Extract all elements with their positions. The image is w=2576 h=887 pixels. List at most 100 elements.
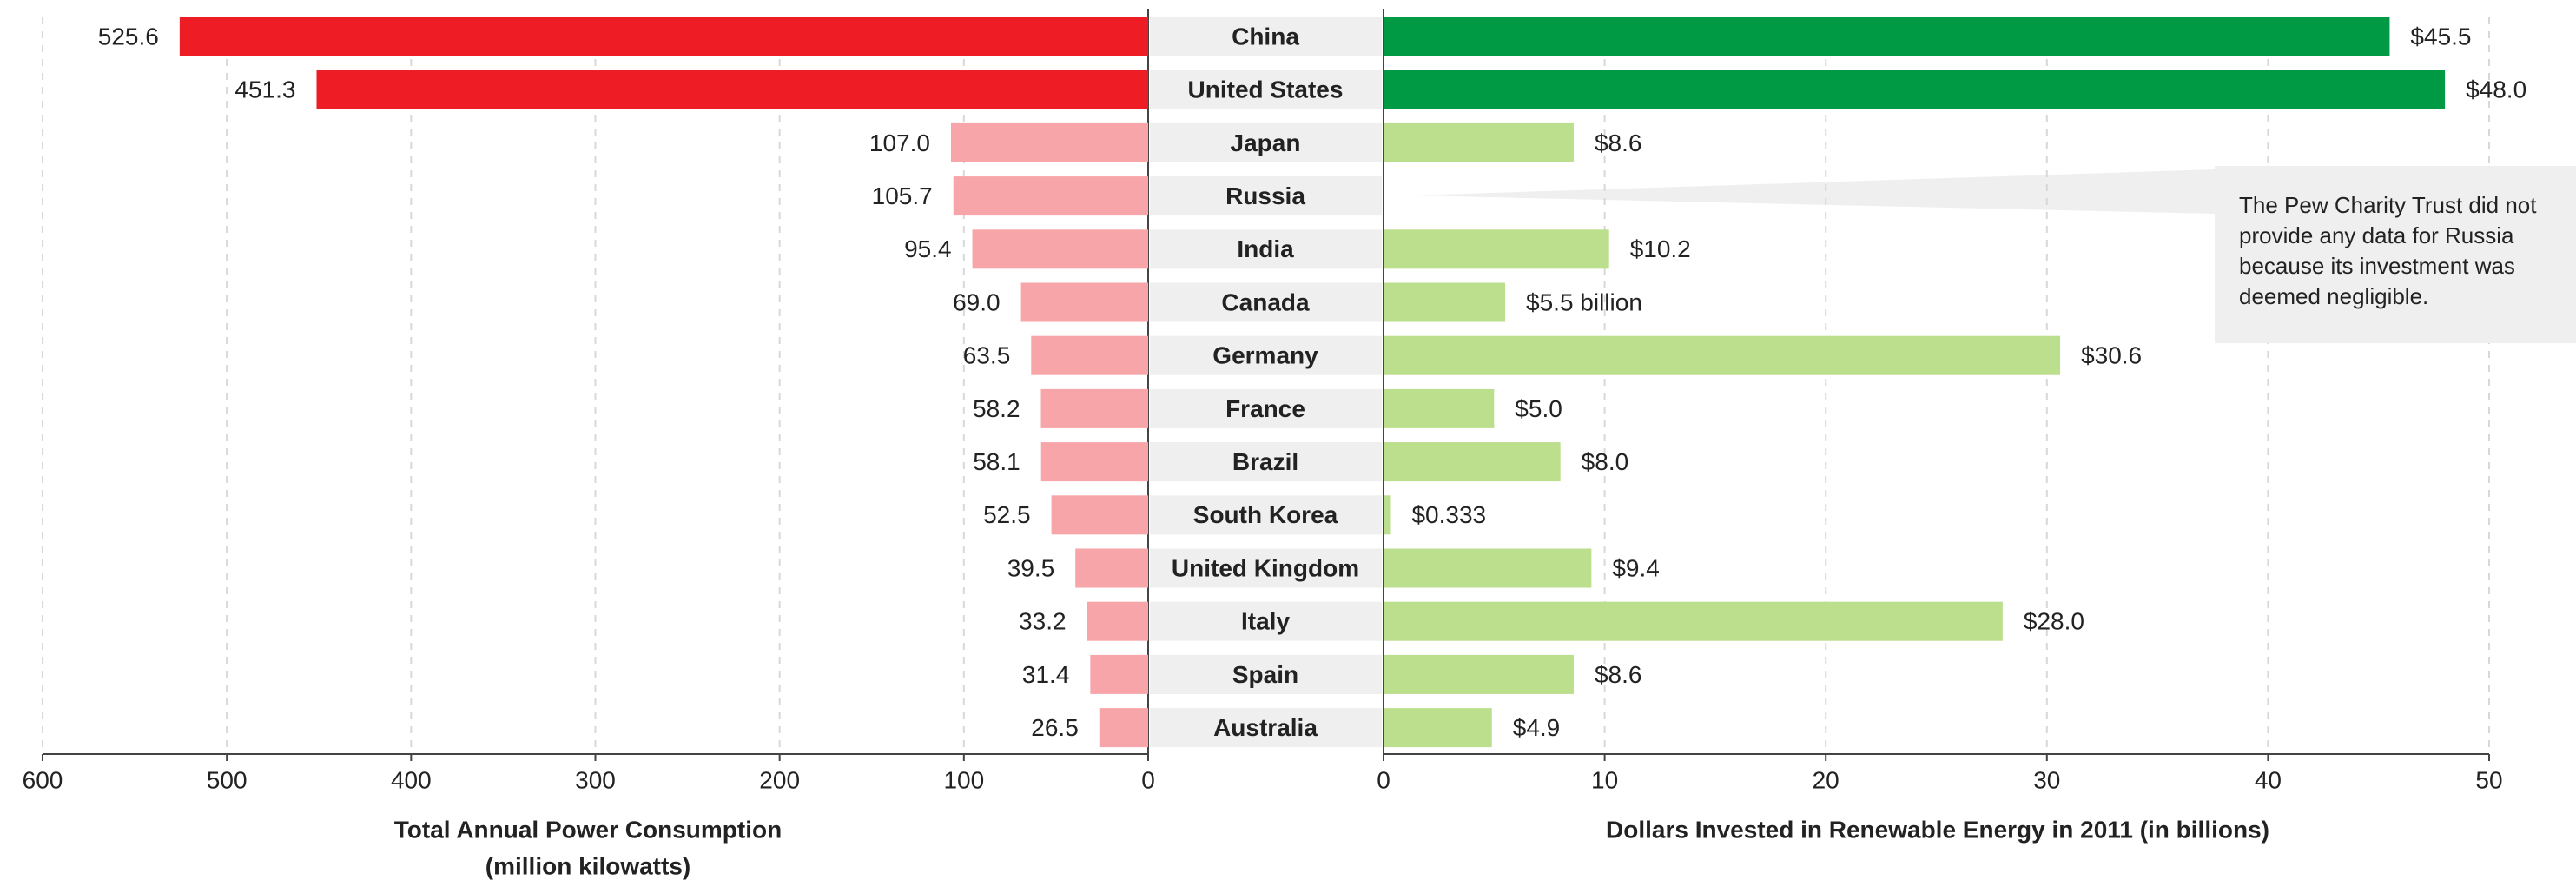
category-band bbox=[1150, 176, 1382, 216]
x-tick-label: 50 bbox=[2475, 766, 2502, 793]
value-label: $5.5 billion bbox=[1526, 288, 1642, 315]
value-label: 31.4 bbox=[1022, 661, 1070, 688]
value-label: $30.6 bbox=[2081, 342, 2142, 369]
x-tick-label: 500 bbox=[207, 766, 248, 793]
x-tick-label: 100 bbox=[943, 766, 984, 793]
bar bbox=[1087, 601, 1148, 641]
axis-title: Total Annual Power Consumption bbox=[394, 816, 782, 843]
category-label: India bbox=[1237, 235, 1294, 262]
category-band bbox=[1150, 601, 1382, 641]
value-label: $10.2 bbox=[1630, 235, 1691, 262]
bar bbox=[1384, 70, 2446, 109]
x-tick-label: 600 bbox=[23, 766, 63, 793]
bar bbox=[1051, 495, 1148, 535]
bar bbox=[179, 17, 1148, 56]
bar bbox=[1384, 122, 1574, 162]
category-label: South Korea bbox=[1193, 501, 1338, 528]
value-label: 451.3 bbox=[234, 76, 295, 103]
bar bbox=[1040, 388, 1148, 428]
value-label: $9.4 bbox=[1612, 554, 1660, 581]
value-label: $48.0 bbox=[2466, 76, 2526, 103]
category-label: United Kingdom bbox=[1172, 554, 1359, 581]
x-tick-label: 300 bbox=[575, 766, 616, 793]
axis-title: Dollars Invested in Renewable Energy in … bbox=[1606, 816, 2269, 843]
bar bbox=[1031, 335, 1148, 375]
value-label: 58.1 bbox=[973, 448, 1020, 475]
bar bbox=[1384, 388, 1495, 428]
category-label: Brazil bbox=[1232, 448, 1298, 475]
category-label: Canada bbox=[1221, 288, 1310, 315]
value-label: 107.0 bbox=[869, 129, 930, 156]
bar bbox=[1384, 442, 1561, 482]
category-label: Spain bbox=[1232, 661, 1298, 688]
value-label: $45.5 bbox=[2410, 23, 2471, 50]
category-band bbox=[1150, 229, 1382, 269]
category-label: Russia bbox=[1225, 182, 1305, 209]
bar bbox=[316, 70, 1148, 109]
bar bbox=[1384, 282, 1506, 322]
bar bbox=[1384, 229, 1609, 269]
bar bbox=[1040, 442, 1148, 482]
bar bbox=[972, 229, 1148, 269]
category-label: Australia bbox=[1213, 714, 1318, 741]
x-tick-label: 0 bbox=[1377, 766, 1390, 793]
category-band bbox=[1150, 442, 1382, 482]
x-tick-label: 200 bbox=[759, 766, 800, 793]
bar bbox=[1384, 17, 2390, 56]
x-tick-label: 10 bbox=[1591, 766, 1618, 793]
category-label: Germany bbox=[1212, 342, 1318, 369]
x-tick-label: 40 bbox=[2255, 766, 2282, 793]
value-label: $8.6 bbox=[1595, 129, 1642, 156]
bar bbox=[1384, 654, 1574, 694]
bar bbox=[1090, 654, 1148, 694]
bar bbox=[1384, 335, 2061, 375]
bar bbox=[1384, 601, 2003, 641]
category-band bbox=[1150, 122, 1382, 162]
x-tick-label: 20 bbox=[1813, 766, 1840, 793]
value-label: 39.5 bbox=[1007, 554, 1055, 581]
category-label: United States bbox=[1188, 76, 1344, 103]
bar bbox=[1384, 548, 1592, 588]
bar bbox=[953, 176, 1148, 216]
axis-title: (million kilowatts) bbox=[485, 852, 690, 879]
value-label: 58.2 bbox=[973, 395, 1020, 422]
category-label: France bbox=[1225, 395, 1305, 422]
value-label: $4.9 bbox=[1513, 714, 1561, 741]
value-label: 95.4 bbox=[904, 235, 952, 262]
category-band bbox=[1150, 70, 1382, 109]
category-band bbox=[1150, 548, 1382, 588]
value-label: $8.6 bbox=[1595, 661, 1642, 688]
value-label: $0.333 bbox=[1411, 501, 1486, 528]
value-label: 26.5 bbox=[1031, 714, 1079, 741]
category-band bbox=[1150, 17, 1382, 56]
category-label: Japan bbox=[1231, 129, 1301, 156]
value-label: $5.0 bbox=[1515, 395, 1562, 422]
category-band bbox=[1150, 654, 1382, 694]
bar bbox=[1384, 495, 1391, 535]
bar bbox=[1099, 708, 1148, 748]
category-band bbox=[1150, 495, 1382, 535]
value-label: 52.5 bbox=[983, 501, 1031, 528]
category-band bbox=[1150, 388, 1382, 428]
x-tick-label: 0 bbox=[1141, 766, 1155, 793]
category-band bbox=[1150, 708, 1382, 748]
value-label: $8.0 bbox=[1582, 448, 1629, 475]
value-label: 33.2 bbox=[1019, 608, 1067, 635]
category-label: Italy bbox=[1241, 608, 1290, 635]
annotation: The Pew Charity Trust did not provide an… bbox=[2215, 166, 2576, 343]
value-label: 69.0 bbox=[953, 288, 1001, 315]
value-label: 525.6 bbox=[98, 23, 159, 50]
bar bbox=[1075, 548, 1148, 588]
category-band bbox=[1150, 335, 1382, 375]
value-label: $28.0 bbox=[2024, 608, 2084, 635]
x-tick-label: 400 bbox=[391, 766, 432, 793]
category-label: China bbox=[1232, 23, 1299, 50]
value-label: 63.5 bbox=[963, 342, 1011, 369]
bar bbox=[950, 122, 1148, 162]
callout-pointer bbox=[1413, 169, 2215, 214]
category-band bbox=[1150, 282, 1382, 322]
x-tick-label: 30 bbox=[2033, 766, 2060, 793]
value-label: 105.7 bbox=[872, 182, 933, 209]
